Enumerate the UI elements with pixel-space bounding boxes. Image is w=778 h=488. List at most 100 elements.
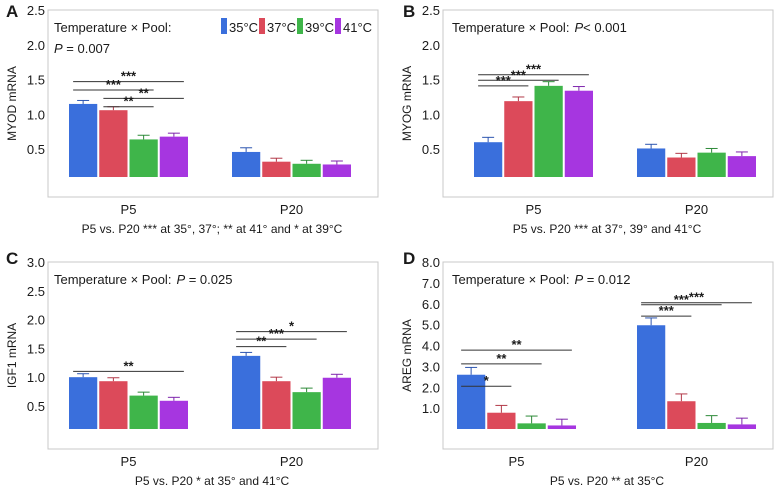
panel-d-sig-label: *	[484, 373, 490, 388]
panel-a-sig-label: **	[123, 94, 134, 109]
panel-d-ytick-label: 2.0	[422, 380, 440, 395]
panel-c-ytick-label: 2.0	[27, 313, 45, 328]
panel-b-bar	[697, 152, 726, 177]
panel-a-bar	[159, 136, 188, 177]
panel-d-category-label: P5	[509, 454, 525, 469]
panel-b-ylabel: MYOG mRNA	[400, 66, 414, 141]
panel-b-bar	[474, 142, 503, 177]
panel-d-p-value: = 0.012	[583, 272, 630, 287]
panel-a-bar	[292, 163, 321, 177]
panel-b-frame	[442, 9, 774, 198]
panel-c-annotation-label: Temperature × Pool:	[54, 272, 171, 287]
panel-a-p-symbol: P	[54, 41, 63, 56]
panel-c-category-label: P20	[280, 454, 303, 469]
panel-b-bar	[637, 148, 666, 177]
panel-d-sig-label: ***	[659, 303, 675, 318]
panel-c-ytick-label: 1.5	[27, 341, 45, 356]
panel-d-ylabel: AREG mRNA	[400, 319, 414, 392]
panel-a: A Temperature × Pool: P = 0.007 35°C 37°C…	[5, 2, 379, 236]
panel-a-annotation-line1: Temperature × Pool:	[54, 20, 171, 35]
panel-b-bar	[534, 85, 563, 177]
panel-d-bar	[547, 425, 576, 429]
panel-d-bar	[637, 325, 666, 429]
legend: 35°C 37°C 39°C 41°C	[221, 18, 372, 35]
panel-d-marks: 1.02.03.04.05.06.07.08.0P5 P20***********…	[422, 255, 756, 469]
panel-d-ytick-label: 3.0	[422, 359, 440, 374]
panel-c-bar	[159, 400, 188, 429]
panel-a-bar	[129, 139, 158, 177]
panel-c-ytick-label: 0.5	[27, 399, 45, 414]
panel-c: C Temperature × Pool: P = 0.025 0.5 1.0 1.5…	[5, 249, 379, 488]
panel-d-sig-label: **	[511, 337, 522, 352]
panel-b-footer: P5 vs. P20 *** at 37°, 39° and 41°C	[513, 222, 702, 236]
panel-a-marks: 0.51.01.52.02.5P5 P20**********	[27, 3, 351, 217]
panel-c-ytick-label: 1.0	[27, 370, 45, 385]
panel-c-category-label: P5	[121, 454, 137, 469]
panel-d-footer: P5 vs. P20 ** at 35°C	[550, 474, 665, 488]
panel-b-sig-label: ***	[496, 73, 512, 88]
legend-label-37: 37°C	[267, 20, 296, 35]
panel-d-sig-label: ***	[689, 290, 705, 305]
panel-a-category-label: P5	[121, 202, 137, 217]
panel-c-ylabel: IGF1 mRNA	[5, 323, 19, 388]
panel-a-letter: A	[6, 2, 18, 21]
panel-d-ytick-label: 7.0	[422, 276, 440, 291]
panel-c-sig-label: **	[256, 334, 267, 349]
panel-c-bar	[232, 355, 261, 429]
panel-a-p-value: = 0.007	[63, 41, 110, 56]
panel-d-bar	[487, 412, 516, 429]
panel-b-annotation: Temperature × Pool: P< 0.001	[452, 20, 627, 35]
panel-b-category-label: P5	[526, 202, 542, 217]
panel-b-ytick-label: 2.0	[422, 38, 440, 53]
panel-a-sig-label: ***	[121, 69, 137, 84]
panel-b-category-label: P20	[685, 202, 708, 217]
panel-a-ytick-label: 1.0	[27, 107, 45, 122]
panel-c-bar	[99, 381, 128, 429]
legend-swatch-37	[259, 18, 265, 34]
panel-d-bar	[697, 422, 726, 429]
panel-c-sig-label: *	[289, 319, 295, 334]
panel-d-category-label: P20	[685, 454, 708, 469]
panel-a-sig-label: ***	[106, 77, 122, 92]
panel-d-ytick-label: 8.0	[422, 255, 440, 270]
panel-d-letter: D	[403, 249, 415, 268]
panel-c-bar	[69, 377, 98, 429]
panel-c-marks: 0.51.01.52.02.53.0P5 P20********	[27, 255, 351, 469]
panel-c-frame	[47, 261, 379, 450]
panel-d-bar	[727, 424, 756, 429]
panel-d-sig-label: ***	[674, 292, 690, 307]
panel-a-bar	[99, 110, 128, 177]
panel-d-sig-label: **	[496, 351, 507, 366]
panel-a-ylabel: MYOD mRNA	[5, 66, 19, 141]
panel-c-bar	[129, 395, 158, 429]
panel-a-ytick-label: 2.5	[27, 3, 45, 18]
legend-swatch-41	[335, 18, 341, 34]
panel-d-p-symbol: P	[574, 272, 583, 287]
panel-b-ytick-label: 2.5	[422, 3, 440, 18]
panel-d-annotation-label: Temperature × Pool:	[452, 272, 569, 287]
panel-c-sig-label: ***	[269, 326, 285, 341]
panel-d-ytick-label: 1.0	[422, 401, 440, 416]
panel-a-bar	[69, 103, 98, 177]
panel-a-ytick-label: 2.0	[27, 38, 45, 53]
legend-swatch-35	[221, 18, 227, 34]
panel-c-letter: C	[6, 249, 18, 268]
panel-a-frame	[47, 9, 379, 198]
panel-b-annotation-label: Temperature × Pool:	[452, 20, 569, 35]
panel-a-ytick-label: 1.5	[27, 73, 45, 88]
panel-c-p-value: = 0.025	[185, 272, 232, 287]
panel-c-sig-label: **	[123, 358, 134, 373]
panel-b-ytick-label: 1.5	[422, 73, 440, 88]
panel-b-bar	[504, 101, 533, 177]
panel-c-ytick-label: 3.0	[27, 255, 45, 270]
panel-a-ytick-label: 0.5	[27, 142, 45, 157]
panel-d-ytick-label: 6.0	[422, 297, 440, 312]
legend-label-41: 41°C	[343, 20, 372, 35]
legend-swatch-39	[297, 18, 303, 34]
panel-c-footer: P5 vs. P20 * at 35° and 41°C	[135, 474, 290, 488]
legend-label-35: 35°C	[229, 20, 258, 35]
panel-a-footer: P5 vs. P20 *** at 35°, 37°; ** at 41° an…	[82, 222, 343, 236]
panel-b-p-value: < 0.001	[583, 20, 627, 35]
panel-c-bar	[322, 377, 351, 429]
